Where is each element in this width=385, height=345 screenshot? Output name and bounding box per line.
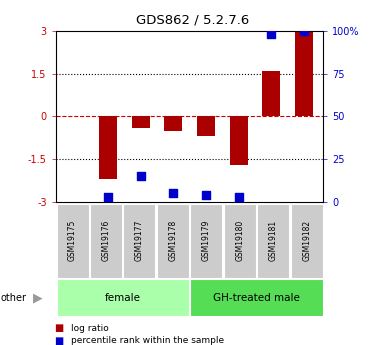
Text: GH-treated male: GH-treated male	[213, 293, 300, 303]
Point	[301, 28, 307, 34]
Text: GSM19178: GSM19178	[168, 220, 177, 261]
Bar	[262, 71, 280, 117]
Text: GSM19179: GSM19179	[202, 220, 211, 261]
Text: GSM19182: GSM19182	[302, 220, 311, 261]
Bar	[229, 117, 248, 165]
Text: female: female	[105, 293, 141, 303]
Text: GSM19180: GSM19180	[235, 220, 244, 261]
Bar	[99, 117, 117, 179]
Point	[236, 194, 242, 199]
Text: GSM19175: GSM19175	[68, 220, 77, 261]
Point	[203, 192, 209, 198]
Bar	[197, 117, 215, 136]
Text: log ratio: log ratio	[71, 324, 109, 333]
Point	[268, 32, 274, 37]
Point	[137, 174, 144, 179]
Text: GSM19177: GSM19177	[135, 220, 144, 261]
Bar	[295, 31, 313, 117]
Text: ▶: ▶	[33, 291, 43, 304]
Text: GDS862 / 5.2.7.6: GDS862 / 5.2.7.6	[136, 14, 249, 27]
Text: other: other	[1, 293, 27, 303]
Bar	[164, 117, 182, 131]
Point	[170, 190, 176, 196]
Text: ■: ■	[54, 336, 63, 345]
Text: GSM19176: GSM19176	[102, 220, 110, 261]
Text: GSM19181: GSM19181	[269, 220, 278, 261]
Text: ■: ■	[54, 324, 63, 333]
Text: percentile rank within the sample: percentile rank within the sample	[71, 336, 224, 345]
Bar	[132, 117, 150, 128]
Point	[105, 194, 111, 199]
